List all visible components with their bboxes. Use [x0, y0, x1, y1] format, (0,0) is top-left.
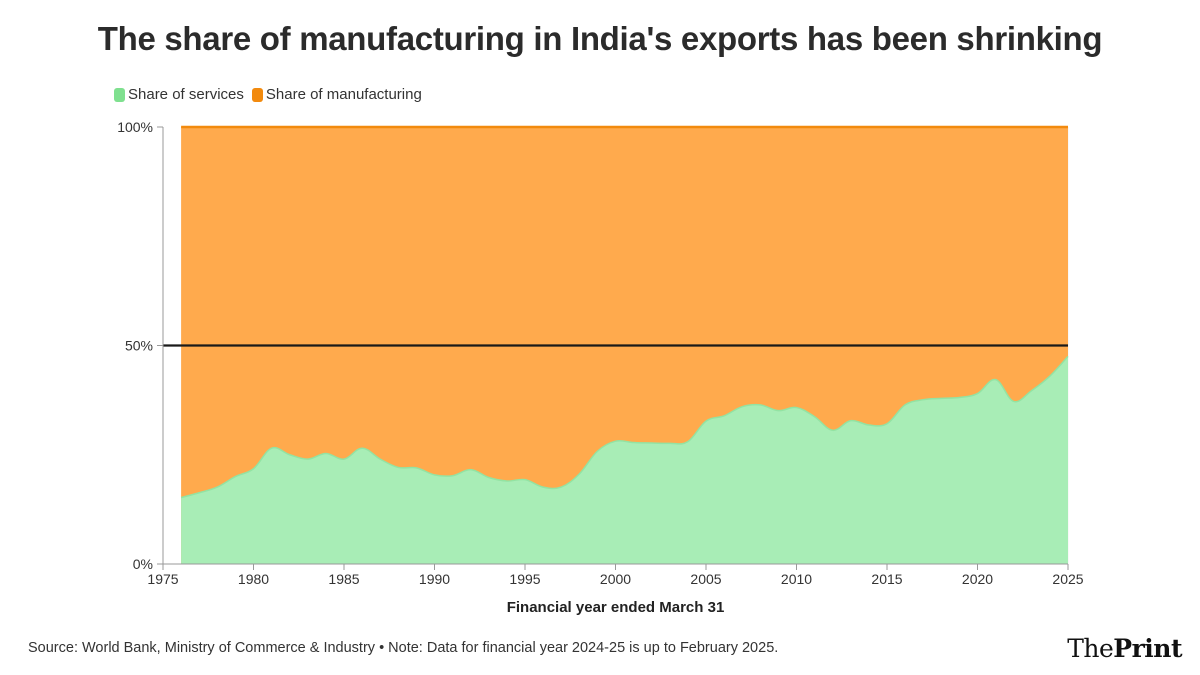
x-tick-label: 2000	[600, 571, 631, 587]
source-note: Source: World Bank, Ministry of Commerce…	[28, 640, 779, 656]
chart-title: The share of manufacturing in India's ex…	[97, 20, 1103, 57]
y-tick-label: 50%	[125, 338, 153, 354]
x-tick-label: 1985	[328, 571, 359, 587]
area-services	[181, 356, 1069, 564]
legend-swatch-services	[114, 87, 125, 102]
brand-logo-part1: The	[1067, 634, 1114, 663]
brand-logo: ThePrint	[1067, 634, 1182, 663]
x-tick-label: 1975	[147, 571, 178, 587]
x-tick-label: 2020	[962, 571, 993, 587]
x-tick-label: 2015	[871, 571, 902, 587]
legend-label-services: Share of services	[128, 86, 244, 103]
legend-label-manufacturing: Share of manufacturing	[265, 86, 422, 103]
x-tick-label: 1995	[509, 571, 540, 587]
x-tick-label: 2010	[781, 571, 812, 587]
x-tick-label: 2025	[1052, 571, 1083, 587]
y-tick-label: 0%	[133, 556, 153, 572]
x-tick-label: 1990	[419, 571, 450, 587]
x-tick-label: 1980	[238, 571, 269, 587]
y-tick-label: 100%	[117, 119, 153, 135]
legend: Share of services Share of manufacturing	[114, 86, 430, 103]
x-tick-label: 2005	[690, 571, 721, 587]
axes: 0% 50% 100% 1975 1980 1985 1990 1995 2000 2005 201…	[117, 119, 1084, 587]
legend-item-services[interactable]: Share of services	[114, 86, 244, 103]
legend-swatch-manufacturing	[251, 87, 263, 102]
legend-item-manufacturing[interactable]: Share of manufacturing	[251, 86, 422, 103]
line-services	[180, 355, 1069, 499]
x-axis-title: Financial year ended March 31	[507, 599, 725, 616]
brand-logo-part2: Print	[1113, 634, 1182, 663]
